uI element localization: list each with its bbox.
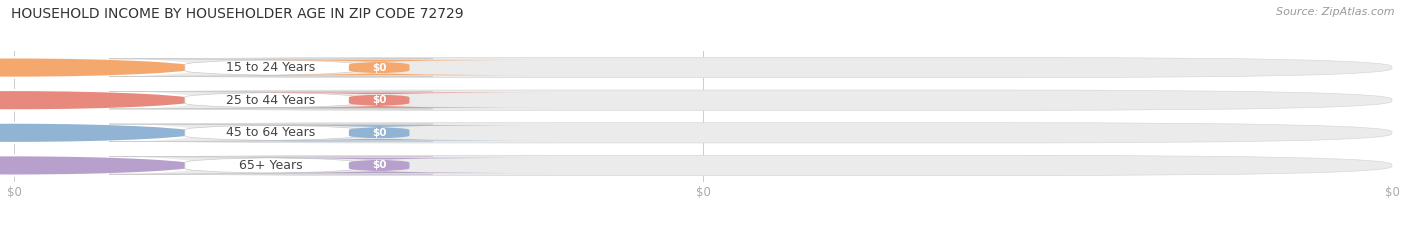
FancyBboxPatch shape — [202, 125, 555, 140]
FancyBboxPatch shape — [110, 124, 433, 142]
FancyBboxPatch shape — [110, 59, 433, 76]
Ellipse shape — [0, 123, 202, 143]
Text: $0: $0 — [373, 161, 387, 170]
FancyBboxPatch shape — [202, 60, 555, 75]
FancyBboxPatch shape — [14, 123, 1392, 143]
FancyBboxPatch shape — [202, 93, 555, 108]
Ellipse shape — [0, 155, 202, 175]
Ellipse shape — [0, 90, 202, 110]
FancyBboxPatch shape — [14, 155, 1392, 175]
FancyBboxPatch shape — [202, 158, 555, 173]
Text: 15 to 24 Years: 15 to 24 Years — [226, 61, 315, 74]
Text: $0: $0 — [373, 63, 387, 72]
Text: $0: $0 — [373, 128, 387, 138]
Text: 25 to 44 Years: 25 to 44 Years — [226, 94, 315, 107]
Text: 65+ Years: 65+ Years — [239, 159, 302, 172]
Text: $0: $0 — [373, 95, 387, 105]
Text: HOUSEHOLD INCOME BY HOUSEHOLDER AGE IN ZIP CODE 72729: HOUSEHOLD INCOME BY HOUSEHOLDER AGE IN Z… — [11, 7, 464, 21]
FancyBboxPatch shape — [14, 58, 1392, 78]
Text: 45 to 64 Years: 45 to 64 Years — [226, 126, 315, 139]
FancyBboxPatch shape — [14, 90, 1392, 110]
Ellipse shape — [0, 58, 202, 78]
Text: Source: ZipAtlas.com: Source: ZipAtlas.com — [1277, 7, 1395, 17]
FancyBboxPatch shape — [110, 91, 433, 109]
FancyBboxPatch shape — [110, 157, 433, 174]
